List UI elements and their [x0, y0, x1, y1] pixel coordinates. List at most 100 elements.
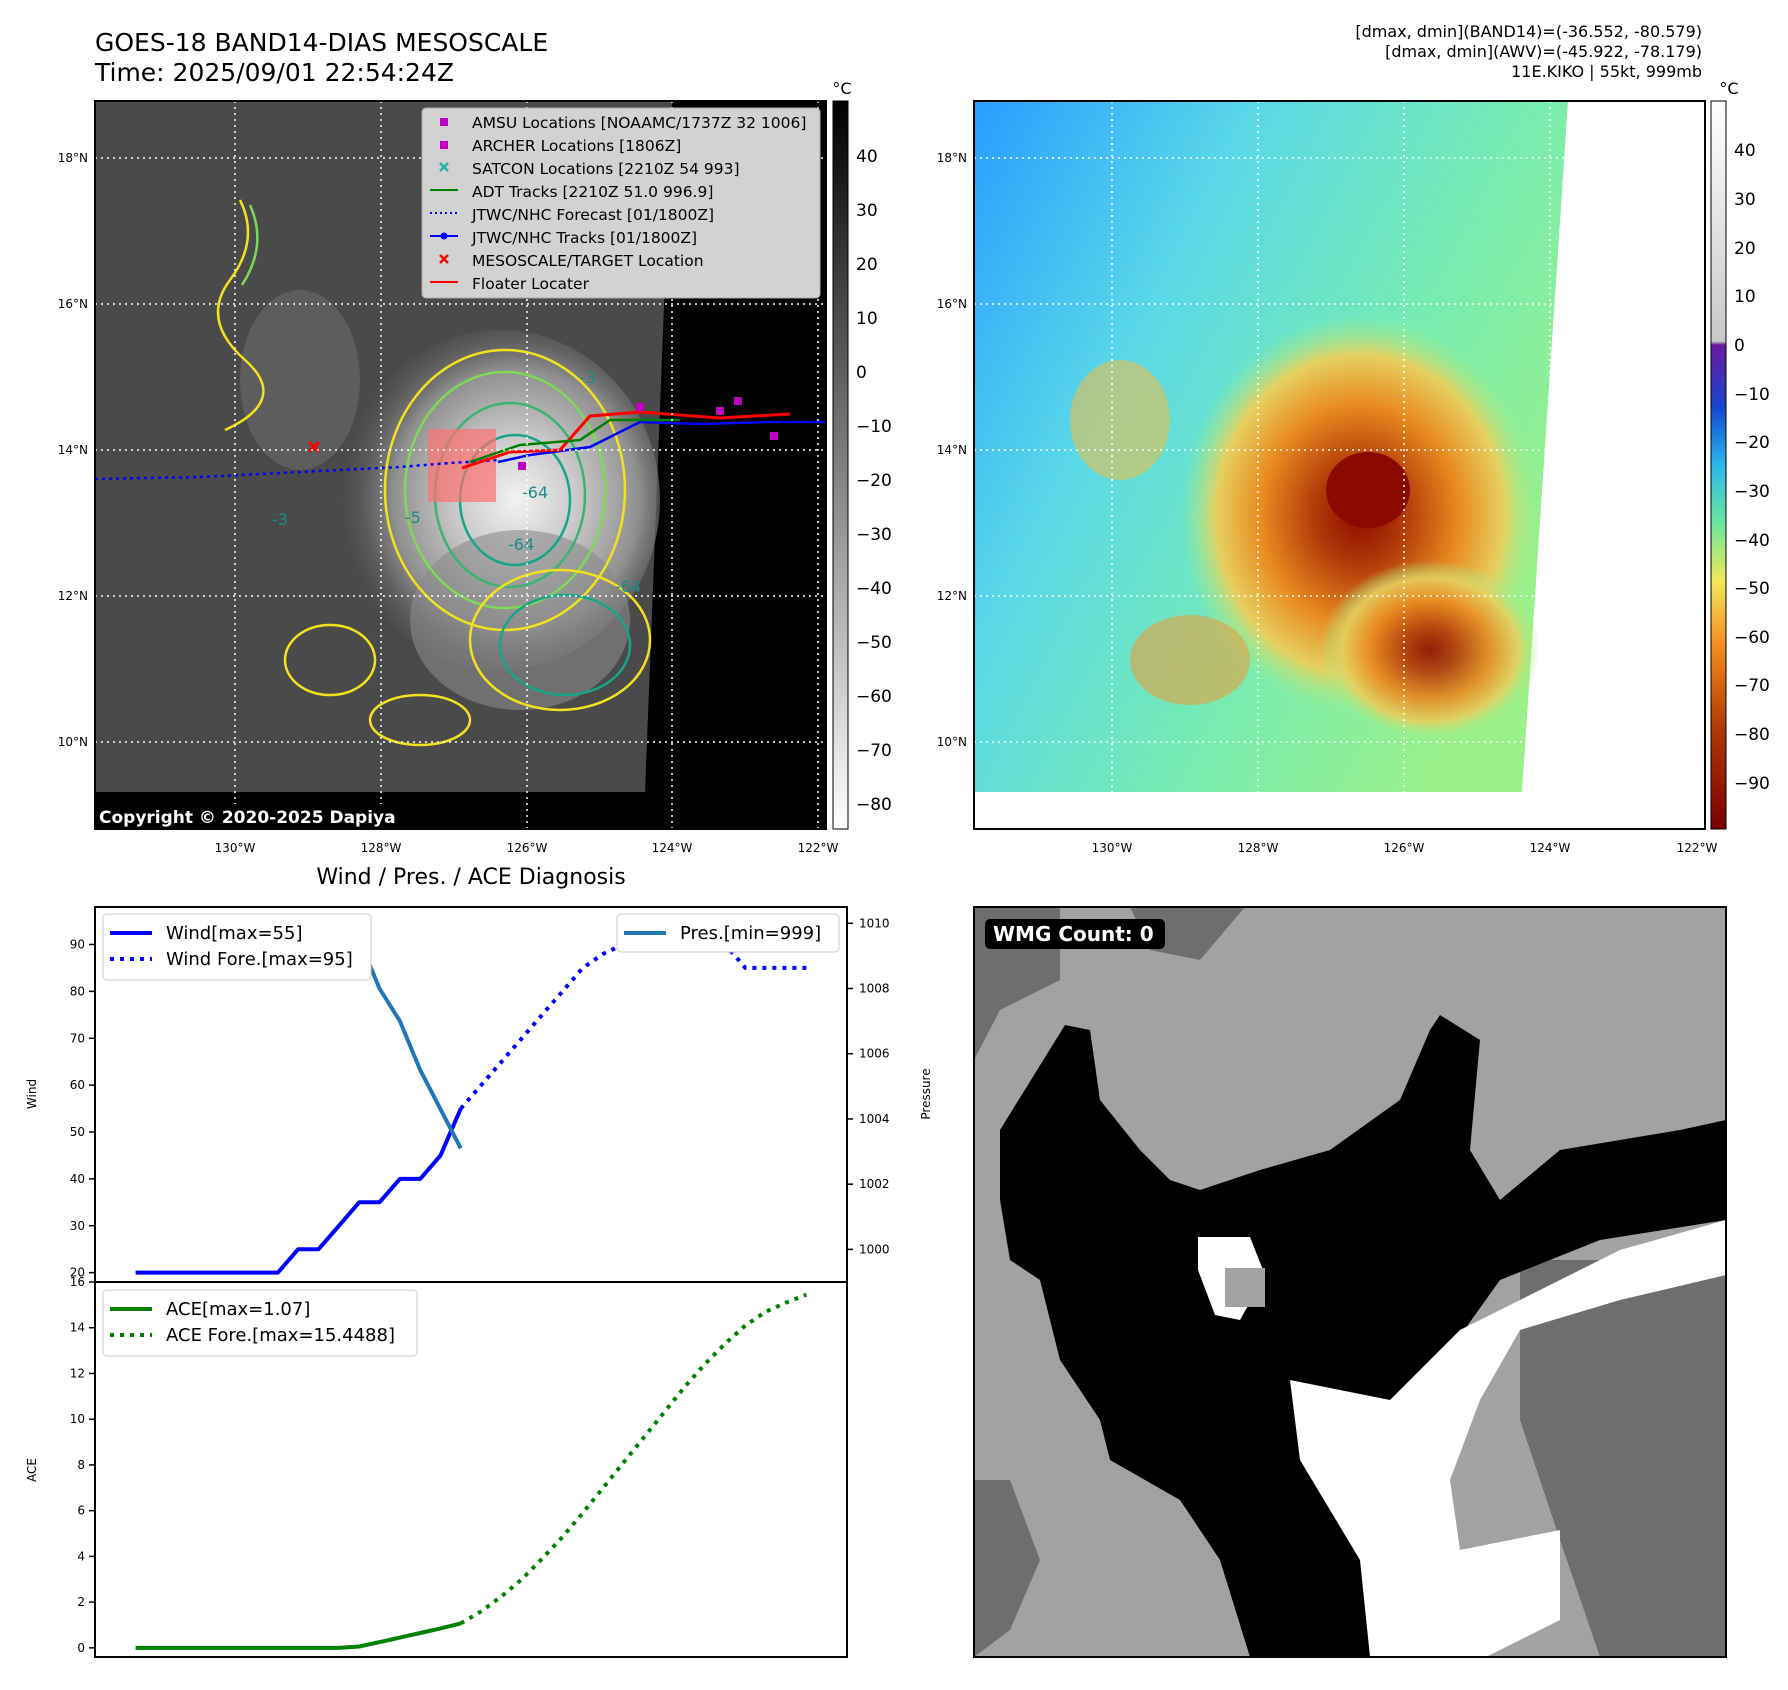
copyright-text: Copyright © 2020-2025 Dapiya	[99, 808, 396, 828]
wmg-black-region	[1000, 1015, 1726, 1657]
svg-text:14°N: 14°N	[58, 443, 88, 457]
svg-text:122°W: 122°W	[1677, 841, 1718, 855]
wind-legend: Wind[max=55] Wind Fore.[max=95]	[102, 913, 372, 981]
legend-item-amsu: AMSU Locations [NOAAMC/1737Z 32 1006]	[472, 114, 806, 132]
svg-text:−80: −80	[856, 795, 892, 815]
ir-map: -3 -64 -64 -5 -3 -64	[58, 79, 892, 855]
pressure-legend: Pres.[min=999]	[616, 913, 840, 953]
wind-y-tick-label-1: 30	[70, 1219, 85, 1233]
legend-ace: ACE[max=1.07]	[166, 1299, 310, 1320]
svg-text:−20: −20	[856, 471, 892, 491]
svg-text:10°N: 10°N	[58, 735, 88, 749]
wmg-white-region	[1290, 1220, 1726, 1660]
svg-text:40: 40	[1734, 141, 1756, 161]
legend-wind-forecast: Wind Fore.[max=95]	[166, 949, 353, 970]
svg-text:20: 20	[1734, 239, 1756, 259]
svg-text:−20: −20	[1734, 433, 1770, 453]
svg-text:-64: -64	[522, 483, 548, 502]
svg-text:126°W: 126°W	[1384, 841, 1425, 855]
ace-y-tick-label-5: 10	[70, 1412, 85, 1426]
best-track	[497, 420, 826, 464]
series-line-ace-0	[135, 1621, 462, 1650]
wind-y-tick-label-6: 80	[70, 984, 85, 998]
wind-axis-label: Wind	[25, 1079, 39, 1109]
svg-text:124°W: 124°W	[1530, 841, 1571, 855]
svg-text:−80: −80	[1734, 725, 1770, 745]
wind-y-tick-label-3: 50	[70, 1125, 85, 1139]
amsu-markers	[518, 397, 778, 470]
ace-y-tick-label-2: 4	[77, 1549, 85, 1563]
ace-y-tick-label-8: 16	[70, 1275, 85, 1289]
svg-text:18°N: 18°N	[58, 151, 88, 165]
wv-colorbar-ticks: 40 30 20 10 0 −10 −20 −30 −40 −50 −60 −7…	[1734, 141, 1770, 794]
svg-text:20: 20	[856, 255, 878, 275]
svg-text:-3: -3	[272, 510, 288, 529]
chart-title: Wind / Pres. / ACE Diagnosis	[316, 865, 625, 890]
ace-y-tick-label-1: 2	[77, 1595, 85, 1609]
legend-item-archer: ARCHER Locations [1806Z]	[472, 137, 681, 155]
ace-legend: ACE[max=1.07] ACE Fore.[max=15.4488]	[102, 1289, 418, 1357]
legend-item-tracks: JTWC/NHC Tracks [01/1800Z]	[471, 229, 697, 247]
svg-text:−70: −70	[1734, 676, 1770, 696]
info-line-3: 11E.KIKO | 55kt, 999mb	[1511, 62, 1702, 81]
svg-text:128°W: 128°W	[1238, 841, 1279, 855]
ace-chart: ACE 0 2 4 6 8 10 12 14 16 ACE[max=1.07] ACE Fore…	[25, 1275, 848, 1658]
svg-text:-64: -64	[508, 535, 534, 554]
pressure-y-tick-label-0: 1000	[859, 1242, 890, 1256]
svg-text:128°W: 128°W	[361, 841, 402, 855]
ir-colorbar-unit: °C	[832, 79, 851, 98]
svg-text:−70: −70	[856, 741, 892, 761]
svg-text:-5: -5	[405, 508, 421, 527]
ace-y-tick-label-4: 8	[77, 1458, 85, 1472]
svg-text:126°W: 126°W	[507, 841, 548, 855]
wv-colorbar	[1710, 100, 1727, 830]
legend-item-forecast: JTWC/NHC Forecast [01/1800Z]	[471, 206, 714, 224]
mesoscale-box	[428, 429, 496, 502]
series-line-ace-1	[459, 1292, 808, 1626]
svg-text:−60: −60	[1734, 628, 1770, 648]
legend-item-satcon: SATCON Locations [2210Z 54 993]	[472, 160, 740, 178]
wind-pressure-chart: Wind / Pres. / ACE Diagnosis Wind Pressu…	[25, 865, 933, 1283]
ir-lon-ticks: 130°W 128°W 126°W 124°W 122°W	[215, 841, 839, 855]
title-line-1: GOES-18 BAND14-DIAS MESOSCALE	[95, 28, 549, 57]
svg-text:−50: −50	[856, 633, 892, 653]
ace-y-tick-label-6: 12	[70, 1366, 85, 1380]
svg-text:10: 10	[856, 309, 878, 329]
svg-text:10: 10	[1734, 287, 1756, 307]
series-line-wind-0	[135, 1107, 463, 1275]
legend-pressure: Pres.[min=999]	[680, 923, 821, 944]
svg-text:40: 40	[856, 147, 878, 167]
ir-lat-ticks: 18°N 16°N 14°N 12°N 10°N	[58, 151, 88, 749]
svg-text:10°N: 10°N	[937, 735, 967, 749]
wind-y-tick-label-7: 90	[70, 938, 85, 952]
wv-gridlines	[974, 101, 1705, 829]
svg-text:130°W: 130°W	[1092, 841, 1133, 855]
figure-info: [dmax, dmin](BAND14)=(-36.552, -80.579) …	[1355, 22, 1702, 82]
ace-y-tick-label-7: 14	[70, 1321, 85, 1335]
pressure-y-tick-label-5: 1010	[859, 916, 890, 930]
svg-text:124°W: 124°W	[652, 841, 693, 855]
svg-text:−90: −90	[1734, 774, 1770, 794]
svg-text:−10: −10	[856, 417, 892, 437]
info-line-2: [dmax, dmin](AWV)=(-45.922, -78.179)	[1385, 42, 1702, 61]
svg-text:−10: −10	[1734, 385, 1770, 405]
svg-text:12°N: 12°N	[58, 589, 88, 603]
svg-text:0: 0	[856, 363, 867, 383]
pressure-y-tick-label-1: 1002	[859, 1177, 890, 1191]
legend-wind: Wind[max=55]	[166, 923, 303, 944]
svg-text:30: 30	[1734, 190, 1756, 210]
wmg-count-label: WMG Count: 0	[993, 922, 1154, 946]
legend-item-adt: ADT Tracks [2210Z 51.0 996.9]	[472, 183, 713, 201]
ir-colorbar	[832, 100, 849, 830]
svg-text:−40: −40	[1734, 531, 1770, 551]
wind-y-tick-label-0: 20	[70, 1266, 85, 1280]
info-line-1: [dmax, dmin](BAND14)=(-36.552, -80.579)	[1355, 22, 1702, 41]
svg-text:14°N: 14°N	[937, 443, 967, 457]
svg-text:16°N: 16°N	[58, 297, 88, 311]
legend-ace-forecast: ACE Fore.[max=15.4488]	[166, 1325, 395, 1346]
pressure-y-tick-label-2: 1004	[859, 1112, 890, 1126]
svg-text:−50: −50	[1734, 579, 1770, 599]
svg-text:−30: −30	[1734, 482, 1770, 502]
legend-item-target: MESOSCALE/TARGET Location	[472, 252, 704, 270]
ace-y-tick-label-3: 6	[77, 1504, 85, 1518]
